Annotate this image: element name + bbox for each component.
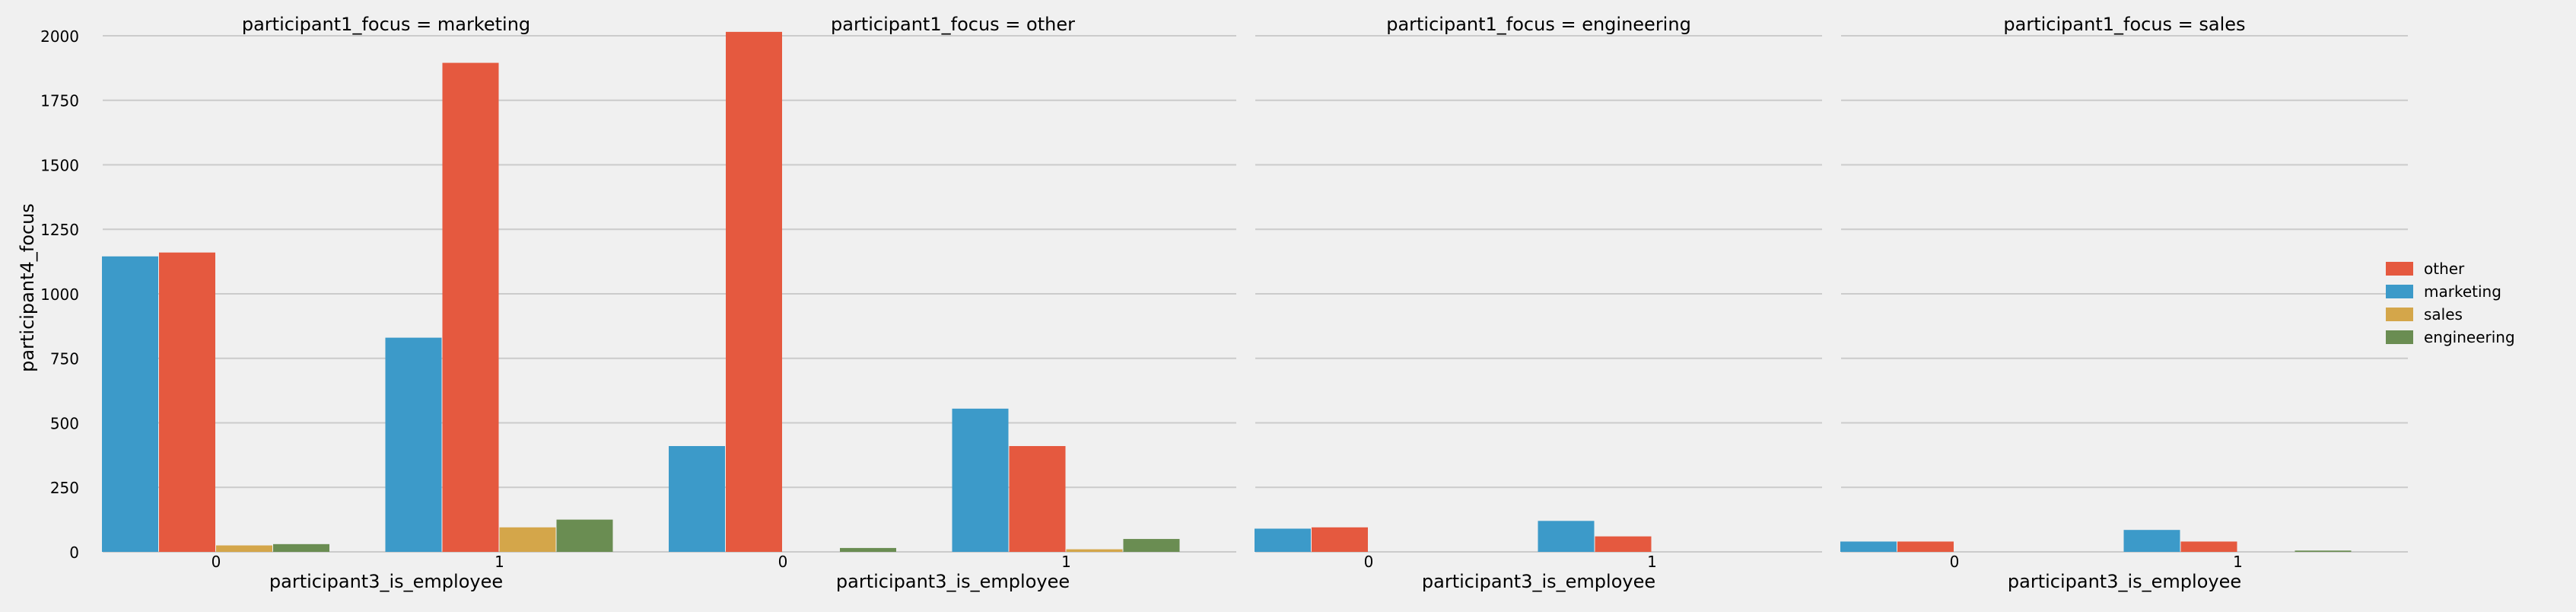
y-tick-label: 0 — [69, 543, 79, 562]
x-tick-label: 1 — [495, 553, 504, 571]
x-axis-label: participant3_is_employee — [1422, 571, 1655, 592]
bar-3-0-other — [1897, 541, 1954, 552]
y-tick-label: 1750 — [40, 92, 79, 110]
y-tick-label: 2000 — [40, 27, 79, 46]
bar-0-1-sales — [499, 527, 556, 552]
bar-0-0-marketing — [102, 256, 158, 552]
panel-title: participant1_focus = sales — [2003, 14, 2245, 35]
x-tick-label: 0 — [778, 553, 788, 571]
legend-label-marketing: marketing — [2424, 282, 2501, 301]
bar-2-0-marketing — [1255, 528, 1311, 552]
bar-1-1-sales — [1066, 549, 1123, 552]
bar-2-1-other — [1595, 536, 1652, 552]
panel-title: participant1_focus = other — [831, 14, 1075, 35]
y-tick-label: 750 — [50, 350, 79, 368]
bar-3-1-engineering — [2295, 550, 2352, 552]
legend-swatch-engineering — [2386, 330, 2413, 344]
y-tick-label: 1500 — [40, 156, 79, 174]
bar-0-0-engineering — [273, 543, 329, 552]
legend-label-engineering: engineering — [2424, 328, 2515, 346]
panel-title: participant1_focus = engineering — [1386, 14, 1691, 35]
bar-0-0-other — [159, 252, 215, 552]
bar-0-1-marketing — [385, 337, 442, 552]
x-axis-label: participant3_is_employee — [836, 571, 1070, 592]
x-tick-label: 0 — [1364, 553, 1374, 571]
x-tick-label: 1 — [1061, 553, 1071, 571]
legend-swatch-sales — [2386, 308, 2413, 321]
y-tick-label: 1000 — [40, 285, 79, 304]
x-tick-label: 0 — [1950, 553, 1960, 571]
y-axis-label: participant4_focus — [17, 203, 38, 372]
bar-0-0-sales — [216, 545, 272, 552]
x-tick-label: 1 — [2233, 553, 2243, 571]
bar-2-1-marketing — [1538, 521, 1595, 552]
bar-1-1-engineering — [1123, 539, 1180, 552]
bar-3-1-marketing — [2123, 530, 2180, 552]
bar-1-1-marketing — [952, 408, 1009, 552]
legend-swatch-marketing — [2386, 285, 2413, 298]
x-tick-label: 0 — [211, 553, 221, 571]
legend-label-other: other — [2424, 260, 2465, 278]
bar-1-0-other — [726, 31, 782, 553]
x-axis-label: participant3_is_employee — [269, 571, 503, 592]
bar-1-1-other — [1009, 446, 1066, 552]
bar-0-1-other — [442, 62, 499, 553]
panel-title: participant1_focus = marketing — [242, 14, 530, 35]
legend-swatch-other — [2386, 262, 2413, 276]
bar-1-0-engineering — [840, 547, 896, 552]
bar-3-0-marketing — [1840, 541, 1897, 552]
y-tick-label: 500 — [50, 414, 79, 432]
bar-1-0-marketing — [669, 446, 725, 552]
bar-3-1-other — [2180, 541, 2237, 552]
legend-label-sales: sales — [2424, 305, 2463, 324]
x-tick-label: 1 — [1647, 553, 1657, 571]
bar-0-1-engineering — [556, 519, 613, 552]
y-tick-label: 1250 — [40, 221, 79, 239]
x-axis-label: participant3_is_employee — [2008, 571, 2241, 592]
y-tick-label: 250 — [50, 479, 79, 497]
bar-2-0-other — [1312, 527, 1368, 552]
